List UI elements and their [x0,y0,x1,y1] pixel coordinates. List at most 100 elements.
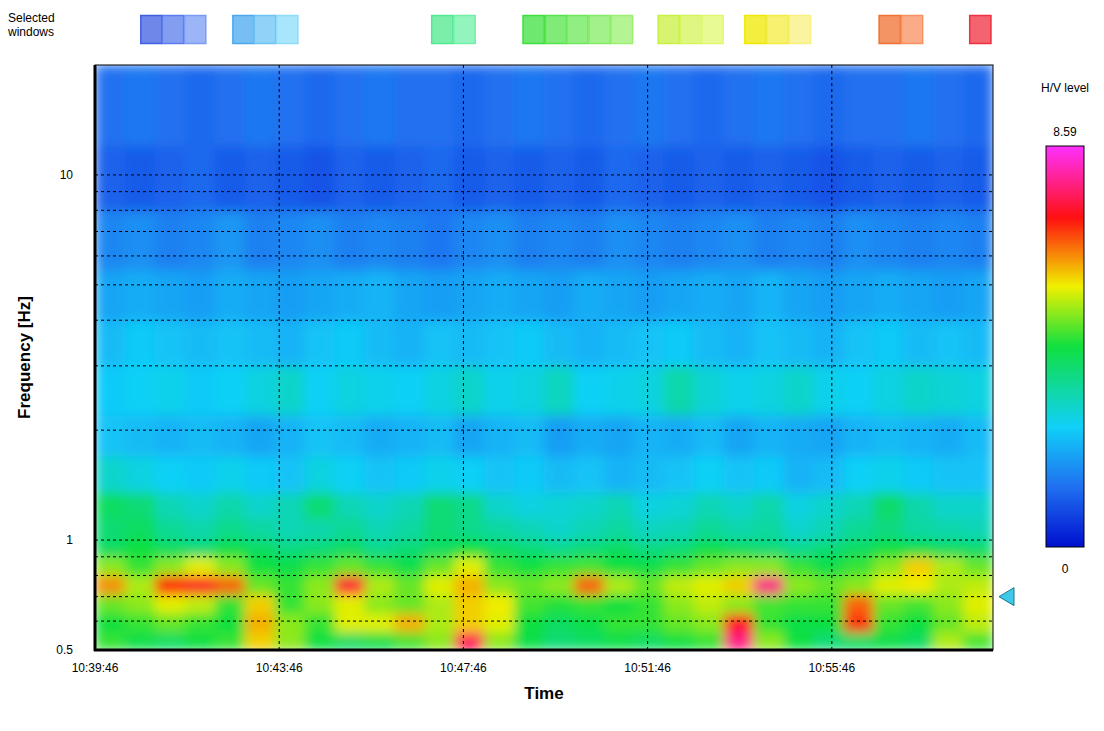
cell [95,269,125,321]
plot-area [95,65,993,650]
cell [394,613,424,633]
cell [125,632,155,650]
cell [813,492,843,518]
cell [754,455,784,493]
cell [903,269,933,321]
cell [215,556,245,576]
cell [394,517,424,540]
cell [95,575,125,595]
cell [155,613,185,633]
cell [783,613,813,633]
cell [873,455,903,493]
cell [694,632,724,650]
cell [484,365,514,415]
cell [724,575,754,595]
cell [215,365,245,415]
cell [484,269,514,321]
window [454,16,475,44]
cell [754,492,784,518]
cell [305,556,335,576]
window [162,16,183,44]
cell [754,613,784,633]
cell [544,455,574,493]
cell [754,146,784,211]
cell [694,365,724,415]
x-tick-label: 10:39:46 [72,661,119,675]
cell [215,455,245,493]
cell [544,146,574,211]
cell [514,65,544,147]
cell [963,365,993,415]
cell [484,613,514,633]
cell [215,492,245,518]
cell [724,455,754,493]
grid-line [95,650,993,651]
cell [215,210,245,270]
cell [963,575,993,595]
cell [394,415,424,457]
cell [664,210,694,270]
cell [454,632,484,650]
cell [544,575,574,595]
cell [634,365,664,415]
cell [424,65,454,147]
cell [185,517,215,540]
cell [724,65,754,147]
cell [364,613,394,633]
cell [873,269,903,321]
cell [783,415,813,457]
cell [903,613,933,633]
colorbar-tick-label: 0 [1062,562,1069,576]
cell [95,415,125,457]
cell [484,146,514,211]
cell [95,455,125,493]
cell [245,632,275,650]
cell [305,575,335,595]
cell [873,632,903,650]
cell [484,415,514,457]
cell [813,455,843,493]
cell [933,146,963,211]
cell [454,613,484,633]
cell [694,517,724,540]
cells [95,65,993,650]
cell [394,455,424,493]
cell [574,632,604,650]
cell [364,210,394,270]
cell [454,320,484,367]
cell [454,269,484,321]
cell [813,632,843,650]
cell [574,575,604,595]
peak-marker [999,588,1014,606]
cell [125,455,155,493]
window [589,16,610,44]
cell [155,517,185,540]
grid-line [95,174,993,175]
cell [394,575,424,595]
cell [185,146,215,211]
cell [933,517,963,540]
cell [215,613,245,633]
cell [813,365,843,415]
cell [843,517,873,540]
cell [424,146,454,211]
minor-grid-line [95,231,993,232]
minor-grid-line [95,210,993,211]
cell [634,492,664,518]
cell [754,540,784,558]
cell [185,320,215,367]
cell [514,632,544,650]
cell [155,65,185,147]
cell [334,492,364,518]
window [432,16,453,44]
cell [364,365,394,415]
cell [903,540,933,558]
cell [604,575,634,595]
cell [903,632,933,650]
y-axis-title: Frequency [Hz] [15,296,34,419]
cell [873,540,903,558]
cell [783,632,813,650]
cell [754,632,784,650]
cell [334,575,364,595]
cell [634,575,664,595]
